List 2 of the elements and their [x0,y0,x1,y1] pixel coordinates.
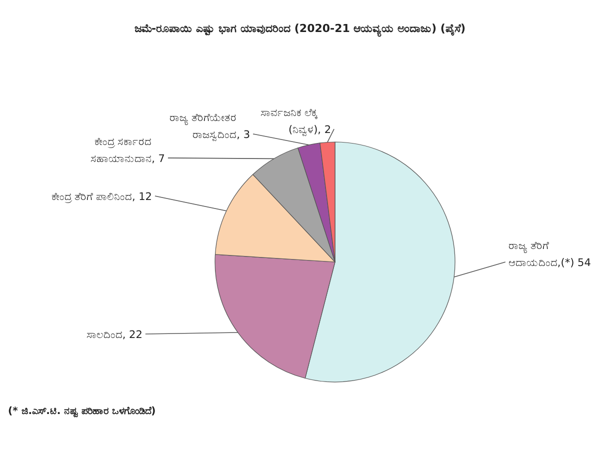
title: ಜಮೆ-ರೂಪಾಯಿ ಎಷ್ಟು ಭಾಗ ಯಾವುದರಿಂದ (2020-21 ಆಯವ್ಯಯ ಅಂದಾಜು) (ಪೈಸೆ) [134,22,466,35]
annotation: (* ಜಿ.ಎಸ್.ಟಿ. ನಷ್ಟ ಪರಿಹಾರ ಒಳಗೊಂಡಿದೆ) [8,406,156,417]
